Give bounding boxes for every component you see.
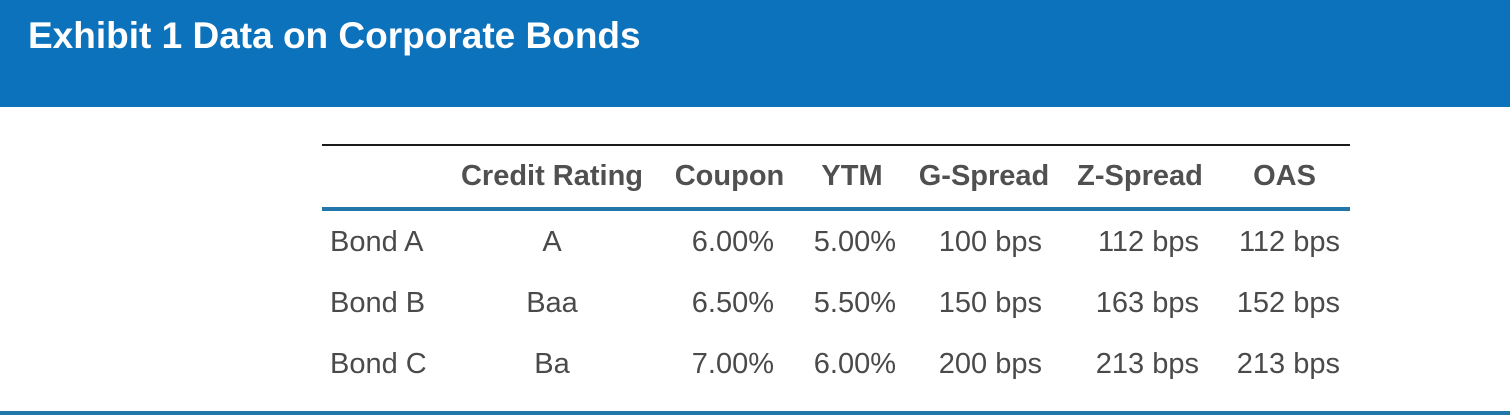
header-oas: OAS — [1253, 160, 1316, 192]
row-bond-c-g-spread: 200 bps — [938, 348, 1042, 380]
header-credit-rating: Credit Rating — [460, 160, 644, 192]
exhibit-bottom-rule — [0, 411, 1510, 415]
exhibit-title: Exhibit 1 Data on Corporate Bonds — [28, 15, 641, 56]
row-bond-a-ytm: 5.00% — [813, 226, 896, 258]
header-g-spread: G-Spread — [918, 160, 1050, 192]
row-bond-c-rating: Ba — [534, 348, 570, 380]
row-bond-c-oas: 213 bps — [1236, 348, 1340, 380]
row-bond-b-ytm: 5.50% — [813, 287, 896, 319]
row-bond-b-coupon: 6.50% — [691, 287, 774, 319]
row-bond-a-g-spread: 100 bps — [938, 226, 1042, 258]
header-ytm: YTM — [821, 160, 883, 192]
row-bond-b-name: Bond B — [330, 287, 426, 319]
row-bond-a-name: Bond A — [330, 226, 424, 258]
row-bond-c-name: Bond C — [330, 348, 427, 380]
row-bond-b-z-spread: 163 bps — [1095, 287, 1199, 319]
row-bond-c-ytm: 6.00% — [813, 348, 896, 380]
row-bond-b-oas: 152 bps — [1236, 287, 1340, 319]
row-bond-c-coupon: 7.00% — [691, 348, 774, 380]
row-bond-c-z-spread: 213 bps — [1095, 348, 1199, 380]
row-bond-a-coupon: 6.00% — [691, 226, 774, 258]
row-bond-b-g-spread: 150 bps — [938, 287, 1042, 319]
row-bond-a-oas: 112 bps — [1238, 226, 1340, 258]
header-coupon: Coupon — [674, 160, 785, 192]
table-header-rule — [322, 207, 1350, 211]
row-bond-a-z-spread: 112 bps — [1097, 226, 1199, 258]
table-top-rule — [322, 144, 1350, 146]
row-bond-a-rating: A — [542, 226, 562, 258]
row-bond-b-rating: Baa — [526, 287, 578, 319]
header-z-spread: Z-Spread — [1077, 160, 1203, 192]
exhibit-header: Exhibit 1 Data on Corporate Bonds — [0, 0, 1510, 107]
